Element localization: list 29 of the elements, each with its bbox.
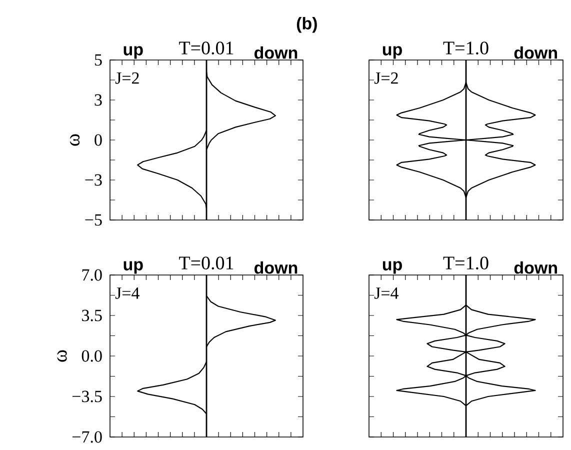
text: (b) <box>296 16 317 33</box>
y-axis-title: ω <box>70 134 80 146</box>
y-tick-label: 3 <box>94 94 102 106</box>
annotation: J=2 <box>374 72 398 84</box>
y-tick-label: 0 <box>94 134 102 146</box>
legend-label: down <box>514 261 557 274</box>
y-tick-label: 7.0 <box>82 269 102 281</box>
y-tick-label: −3.5 <box>72 390 102 402</box>
chart-title: T=0.01 <box>179 42 234 54</box>
y-tick-label: 0.0 <box>82 350 102 362</box>
y-tick-label: 5 <box>94 54 102 66</box>
legend-label: up <box>382 46 402 59</box>
annotation: J=2 <box>115 72 139 84</box>
legend-label: down <box>514 46 557 59</box>
annotation: J=4 <box>374 288 399 299</box>
legend-label: up <box>382 261 402 274</box>
y-tick-label: 3.5 <box>82 310 102 322</box>
y-tick-label: −3 <box>85 174 102 186</box>
y-tick-label: −5 <box>85 214 102 226</box>
chart-title: T=0.01 <box>179 256 234 270</box>
legend-label: down <box>254 261 298 274</box>
chart-title: T=1.0 <box>443 42 488 54</box>
chart-title: T=1.0 <box>443 256 488 270</box>
y-axis-title: ω <box>57 350 67 362</box>
legend-label: up <box>124 46 143 59</box>
legend-label: down <box>254 46 298 59</box>
legend-label: up <box>124 261 143 274</box>
y-tick-label: −7.0 <box>72 431 102 443</box>
annotation: J=4 <box>115 288 140 299</box>
